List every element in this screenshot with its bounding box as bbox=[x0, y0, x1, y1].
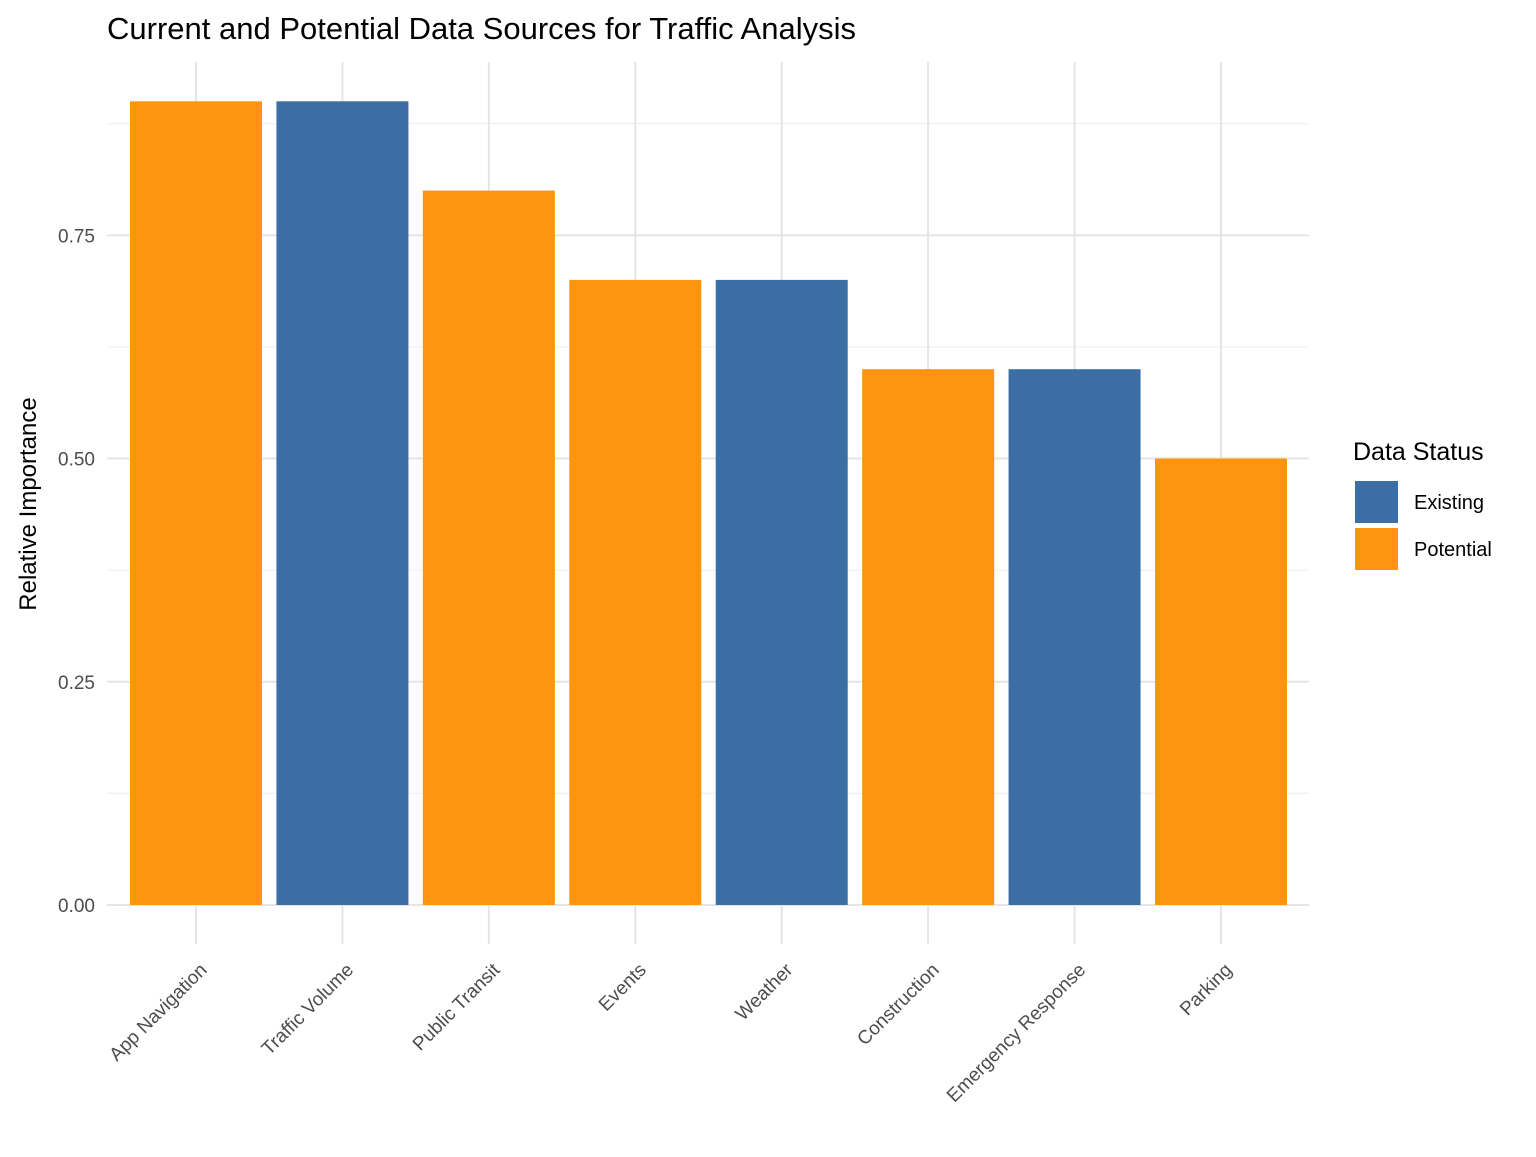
bar bbox=[1008, 369, 1141, 905]
bar bbox=[422, 190, 555, 906]
legend-label: Existing bbox=[1414, 492, 1484, 514]
x-tick-label: Construction bbox=[853, 960, 943, 1050]
x-tick-label: Emergency Response bbox=[943, 960, 1090, 1107]
legend-entries: Existing Potential bbox=[1355, 481, 1492, 570]
x-axis-ticks: App Navigation Traffic Volume Public Trans… bbox=[106, 959, 1237, 1107]
x-tick-label: App Navigation bbox=[106, 960, 212, 1066]
x-tick-label: Traffic Volume bbox=[258, 960, 358, 1060]
bar bbox=[715, 279, 848, 905]
bar bbox=[276, 101, 409, 906]
y-tick-label: 0.75 bbox=[58, 226, 95, 247]
x-tick-label: Parking bbox=[1176, 960, 1236, 1020]
y-tick-label: 0.25 bbox=[58, 673, 95, 694]
bar bbox=[569, 279, 702, 905]
y-axis-title: Relative Importance bbox=[15, 397, 42, 610]
bar bbox=[130, 101, 262, 906]
chart-title: Current and Potential Data Sources for T… bbox=[107, 11, 856, 46]
x-tick-label: Weather bbox=[732, 959, 798, 1025]
y-axis-ticks: 0.00 0.25 0.50 0.75 bbox=[58, 226, 95, 917]
x-tick-label: Public Transit bbox=[409, 959, 505, 1055]
y-tick-label: 0.00 bbox=[58, 896, 95, 917]
legend-label: Potential bbox=[1414, 539, 1492, 561]
legend-title: Data Status bbox=[1353, 438, 1484, 466]
legend-swatch bbox=[1355, 528, 1398, 570]
legend-swatch bbox=[1355, 481, 1398, 523]
bars bbox=[130, 101, 1287, 906]
bar bbox=[862, 369, 995, 905]
y-tick-label: 0.50 bbox=[58, 450, 95, 471]
legend: Data Status Existing Potential bbox=[1353, 438, 1492, 570]
bar bbox=[1155, 458, 1287, 905]
x-tick-label: Events bbox=[595, 960, 651, 1016]
